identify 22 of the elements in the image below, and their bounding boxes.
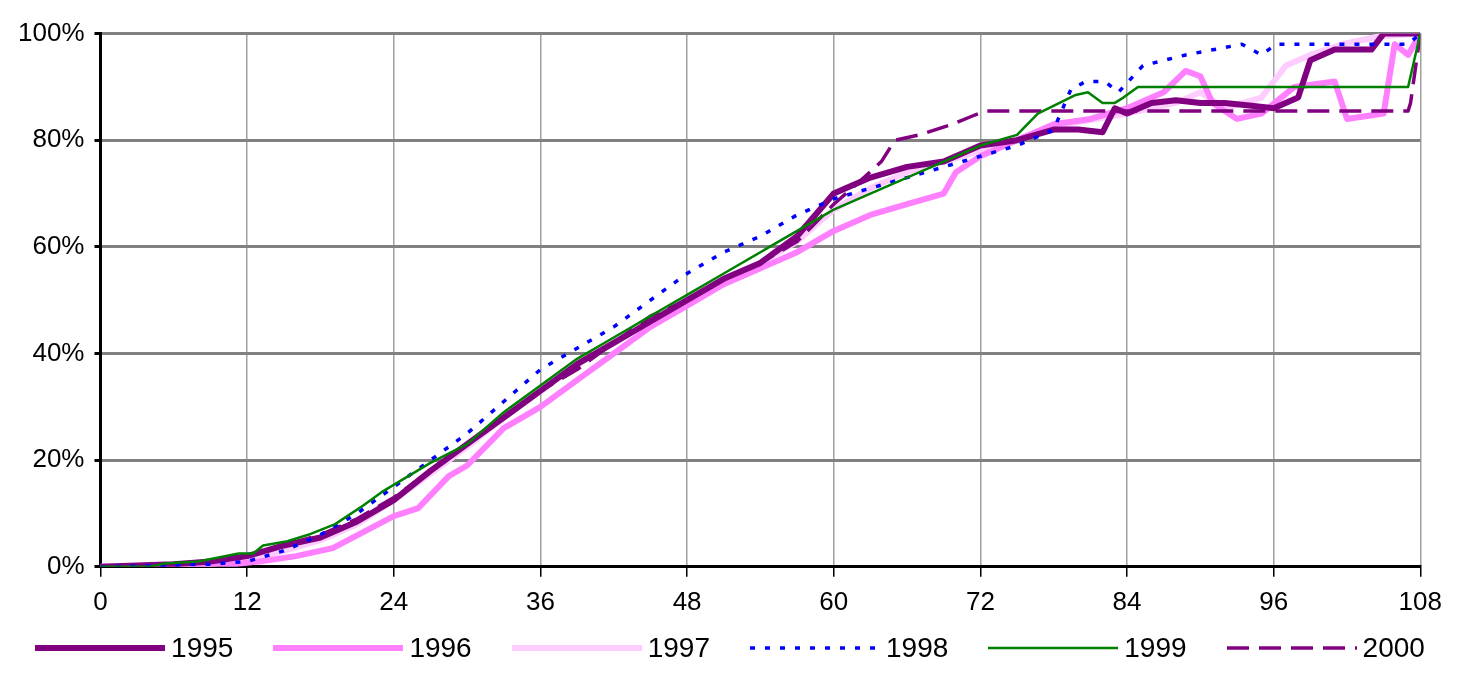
y-tick-label: 100%: [18, 16, 85, 47]
legend-label: 1997: [647, 632, 710, 664]
legend-label: 1998: [886, 632, 949, 664]
x-tick-label: 24: [379, 585, 409, 616]
x-tick-label: 72: [965, 585, 995, 616]
legend-label: 2000: [1362, 632, 1425, 664]
x-tick-label: 84: [1112, 585, 1142, 616]
x-tick-label: 0: [93, 585, 108, 616]
y-tick-label: 80%: [32, 123, 85, 154]
y-tick-label: 20%: [32, 443, 85, 474]
legend-label: 1999: [1124, 632, 1187, 664]
x-tick-label: 60: [819, 585, 849, 616]
y-tick-label: 0%: [46, 549, 85, 580]
x-tick-label: 96: [1259, 585, 1289, 616]
x-tick-label: 12: [232, 585, 262, 616]
y-tick-label: 40%: [32, 336, 85, 367]
y-tick-label: 60%: [32, 230, 85, 261]
x-tick-label: 48: [672, 585, 702, 616]
legend-label: 1996: [409, 632, 472, 664]
x-tick-label: 36: [525, 585, 555, 616]
legend-label: 1995: [171, 632, 234, 664]
x-tick-label: 108: [1398, 585, 1443, 616]
